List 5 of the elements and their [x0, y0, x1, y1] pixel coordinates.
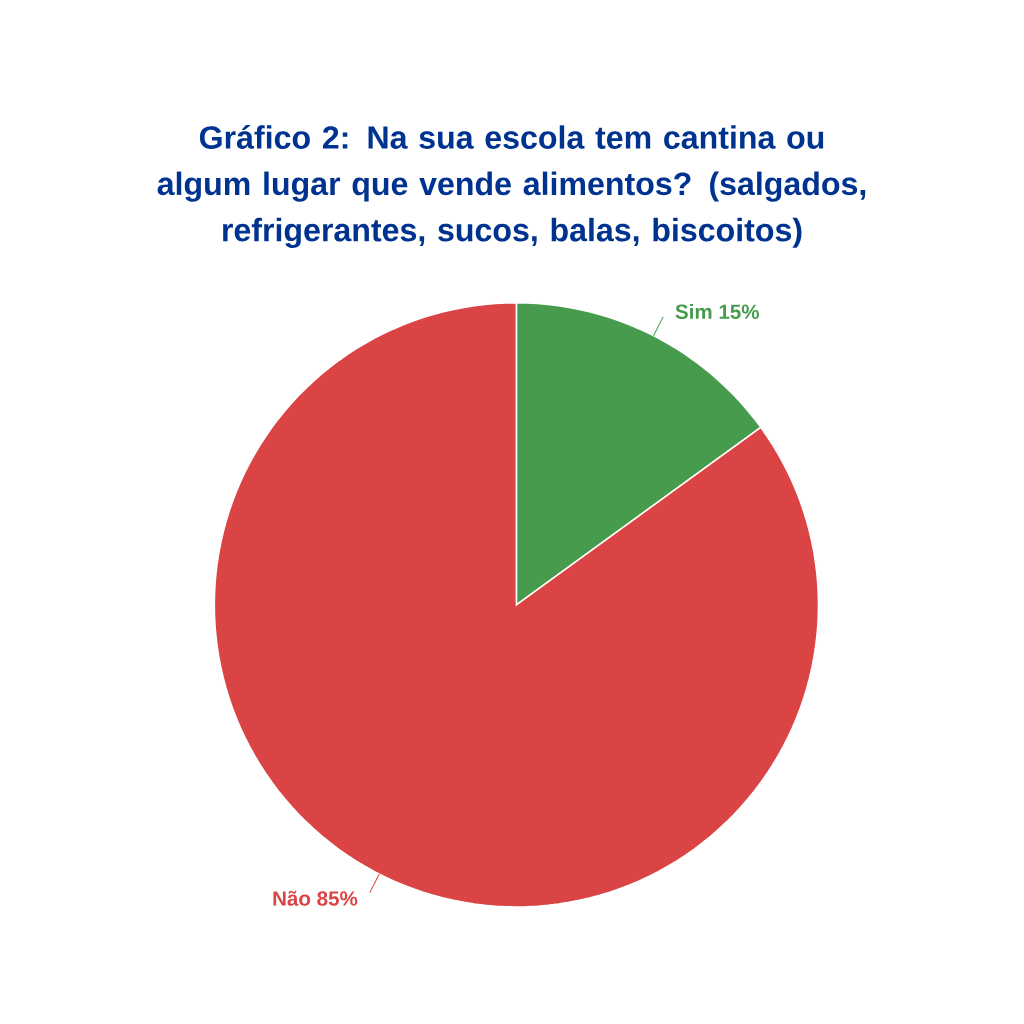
data-label: 85% — [317, 891, 358, 906]
data-label: 15% — [719, 304, 759, 320]
slice-label: Sim — [675, 303, 712, 320]
slice-label: Não — [273, 890, 311, 906]
chart-title: Gráfico 2: Na sua escola tem cantina ou algum lugar que vende alimentos? (salgados, refrigerantes, sucos, balas, biscoitos) — [157, 125, 866, 248]
